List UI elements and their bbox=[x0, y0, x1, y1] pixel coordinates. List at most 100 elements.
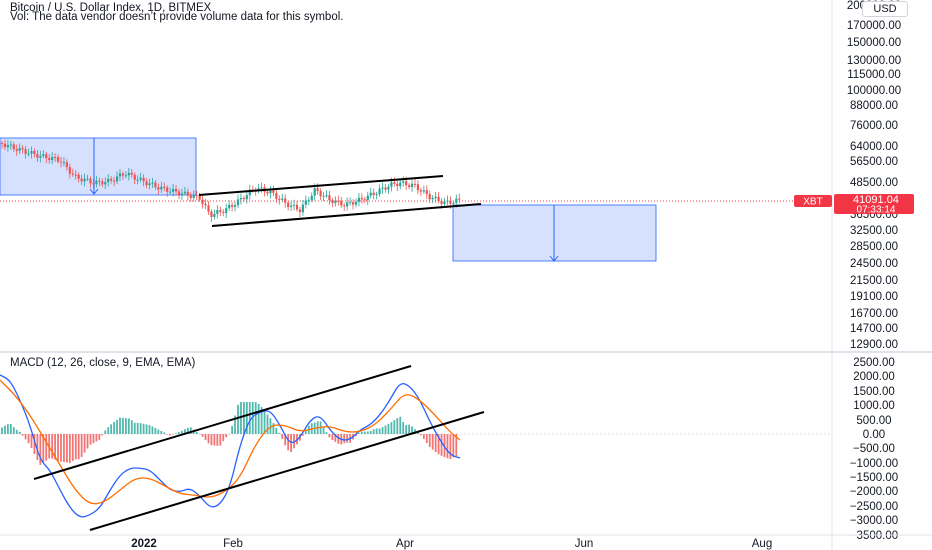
histogram-bar bbox=[198, 433, 201, 435]
histogram-bar bbox=[195, 431, 198, 434]
time-label-apr: Apr bbox=[396, 538, 414, 550]
histogram-bar bbox=[449, 434, 452, 460]
histogram-bar bbox=[142, 423, 145, 434]
candle-body bbox=[15, 149, 18, 151]
candle-body bbox=[210, 211, 213, 217]
candle-body bbox=[434, 196, 437, 199]
histogram-bar bbox=[328, 434, 331, 438]
price-axis-label: 19100.00 bbox=[850, 291, 898, 303]
candle-body bbox=[443, 201, 446, 204]
candle-body bbox=[228, 205, 231, 209]
main-pane[interactable] bbox=[0, 137, 832, 262]
histogram-bar bbox=[169, 434, 172, 436]
time-axis[interactable]: 2022 Feb Apr Jun Aug bbox=[131, 538, 772, 550]
macd-axis-label: 0.00 bbox=[863, 429, 885, 441]
candle-body bbox=[12, 144, 15, 150]
candle-body bbox=[301, 204, 304, 213]
candle-body bbox=[148, 183, 151, 186]
histogram-bar bbox=[243, 402, 245, 434]
histogram-bar bbox=[157, 429, 160, 434]
histogram-bar bbox=[12, 427, 15, 434]
channel-lower-line[interactable] bbox=[211, 203, 482, 227]
candle-body bbox=[48, 158, 51, 161]
channel-upper-line[interactable] bbox=[198, 175, 444, 196]
histogram-bar bbox=[225, 434, 228, 438]
candle-body bbox=[157, 187, 160, 190]
candle-body bbox=[121, 173, 125, 176]
histogram-bar bbox=[122, 417, 124, 434]
candle-body bbox=[36, 153, 39, 158]
candle-body bbox=[89, 178, 92, 184]
price-axis[interactable]: 200000.00170000.00150000.00130000.001150… bbox=[847, 0, 901, 351]
price-axis-label: 21500.00 bbox=[850, 275, 898, 287]
histogram-bar bbox=[284, 434, 287, 446]
histogram-bar bbox=[363, 431, 366, 434]
candle-body bbox=[378, 188, 381, 195]
macd-lower-trendline[interactable] bbox=[89, 411, 485, 531]
candle-body bbox=[77, 174, 80, 179]
histogram-bar bbox=[384, 425, 387, 434]
macd-axis-label: −1500.00 bbox=[850, 472, 898, 484]
price-axis-label: 100000.00 bbox=[847, 85, 901, 97]
histogram-bar bbox=[248, 402, 251, 434]
histogram-bar bbox=[86, 434, 89, 449]
histogram-bar bbox=[201, 434, 204, 437]
histogram-bar bbox=[431, 434, 434, 450]
candle-body bbox=[59, 161, 63, 163]
histogram-bar bbox=[139, 423, 142, 434]
candle-body bbox=[328, 195, 331, 201]
histogram-bar bbox=[30, 434, 33, 449]
macd-axis[interactable]: 2500.00 2000.00 1500.00 1000.00 500.00 0.00 −5… bbox=[850, 357, 898, 542]
histogram-bar bbox=[66, 434, 68, 463]
candle-body bbox=[349, 202, 352, 204]
candle-body bbox=[458, 198, 461, 200]
candle-body bbox=[65, 162, 68, 168]
candle-body bbox=[266, 191, 269, 194]
histogram-bar bbox=[266, 414, 269, 434]
histogram-bar bbox=[148, 425, 151, 434]
histogram-bar bbox=[163, 432, 166, 434]
macd-pane[interactable] bbox=[0, 365, 832, 531]
histogram-bar bbox=[337, 434, 340, 444]
macd-axis-label: −3000.00 bbox=[850, 515, 898, 527]
histogram-bar bbox=[272, 423, 275, 434]
chart-legend-title[interactable]: Bitcoin / U.S. Dollar Index, 1D, BITMEX bbox=[10, 2, 212, 14]
histogram-bar bbox=[89, 434, 92, 445]
candle-body bbox=[396, 183, 399, 187]
candle-body bbox=[183, 191, 186, 194]
candle-body bbox=[408, 185, 411, 187]
histogram-bar bbox=[101, 434, 104, 436]
candle-body bbox=[284, 198, 287, 203]
candle-body bbox=[245, 195, 248, 200]
candle-body bbox=[151, 182, 154, 184]
candle-body bbox=[104, 182, 107, 185]
candle-body bbox=[195, 195, 198, 197]
candle-body bbox=[287, 202, 290, 207]
candle-body bbox=[101, 181, 104, 185]
histogram-bar bbox=[166, 434, 169, 435]
macd-legend-title[interactable]: MACD (12, 26, close, 9, EMA, EMA) bbox=[10, 357, 196, 369]
candle-body bbox=[304, 200, 307, 205]
histogram-bar bbox=[346, 434, 349, 443]
candle-body bbox=[363, 199, 366, 201]
candle-body bbox=[136, 179, 139, 181]
currency-button[interactable]: USD bbox=[862, 1, 908, 17]
projection-box-left[interactable] bbox=[0, 137, 197, 196]
candle-body bbox=[384, 187, 387, 190]
candle-body bbox=[3, 143, 7, 148]
candle-body bbox=[346, 202, 349, 207]
histogram-bar bbox=[372, 429, 375, 434]
candle-body bbox=[372, 192, 375, 195]
histogram-bar bbox=[95, 434, 98, 442]
histogram-bar bbox=[213, 434, 216, 446]
histogram-bar bbox=[222, 434, 225, 442]
price-axis-label: 64000.00 bbox=[850, 141, 898, 153]
histogram-bar bbox=[51, 434, 54, 459]
macd-upper-trendline[interactable] bbox=[33, 365, 412, 480]
candle-body bbox=[107, 178, 110, 183]
candle-body bbox=[177, 191, 181, 196]
histogram-bar bbox=[358, 432, 360, 434]
candle-body bbox=[354, 201, 358, 205]
histogram-bar bbox=[251, 402, 254, 434]
